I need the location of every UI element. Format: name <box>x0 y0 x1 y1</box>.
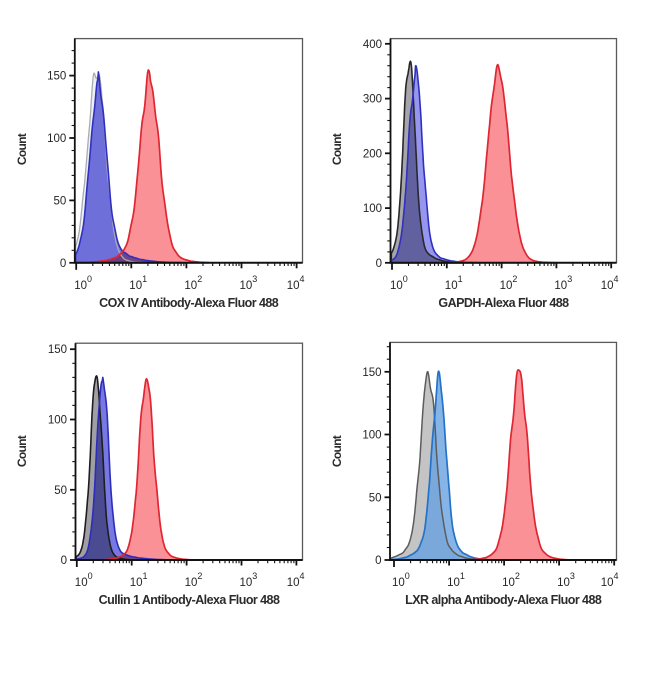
svg-text:100: 100 <box>48 415 67 427</box>
svg-text:50: 50 <box>54 195 67 207</box>
svg-text:GAPDH-Alexa Fluor 488: GAPDH-Alexa Fluor 488 <box>438 296 569 310</box>
svg-text:0: 0 <box>376 258 382 270</box>
svg-text:100: 100 <box>363 203 382 215</box>
svg-text:100: 100 <box>362 430 381 442</box>
svg-text:400: 400 <box>363 39 382 51</box>
svg-text:150: 150 <box>48 344 67 356</box>
svg-text:200: 200 <box>363 148 382 160</box>
svg-text:50: 50 <box>54 485 67 497</box>
svg-text:Count: Count <box>330 133 344 165</box>
svg-text:Count: Count <box>330 435 344 467</box>
svg-text:150: 150 <box>362 367 381 379</box>
svg-text:Cullin 1 Antibody-Alexa Fluor: Cullin 1 Antibody-Alexa Fluor 488 <box>99 593 280 607</box>
svg-text:Count: Count <box>15 133 29 165</box>
svg-text:0: 0 <box>61 555 67 567</box>
svg-text:LXR alpha Antibody-Alexa Fluor: LXR alpha Antibody-Alexa Fluor 488 <box>405 593 602 607</box>
svg-text:COX IV Antibody-Alexa Fluor 48: COX IV Antibody-Alexa Fluor 488 <box>99 296 279 310</box>
svg-text:Count: Count <box>15 435 29 467</box>
svg-text:150: 150 <box>47 71 66 83</box>
svg-text:0: 0 <box>375 555 381 567</box>
svg-text:50: 50 <box>369 492 382 504</box>
svg-text:100: 100 <box>47 133 66 145</box>
svg-text:0: 0 <box>60 258 66 270</box>
svg-text:300: 300 <box>363 94 382 106</box>
